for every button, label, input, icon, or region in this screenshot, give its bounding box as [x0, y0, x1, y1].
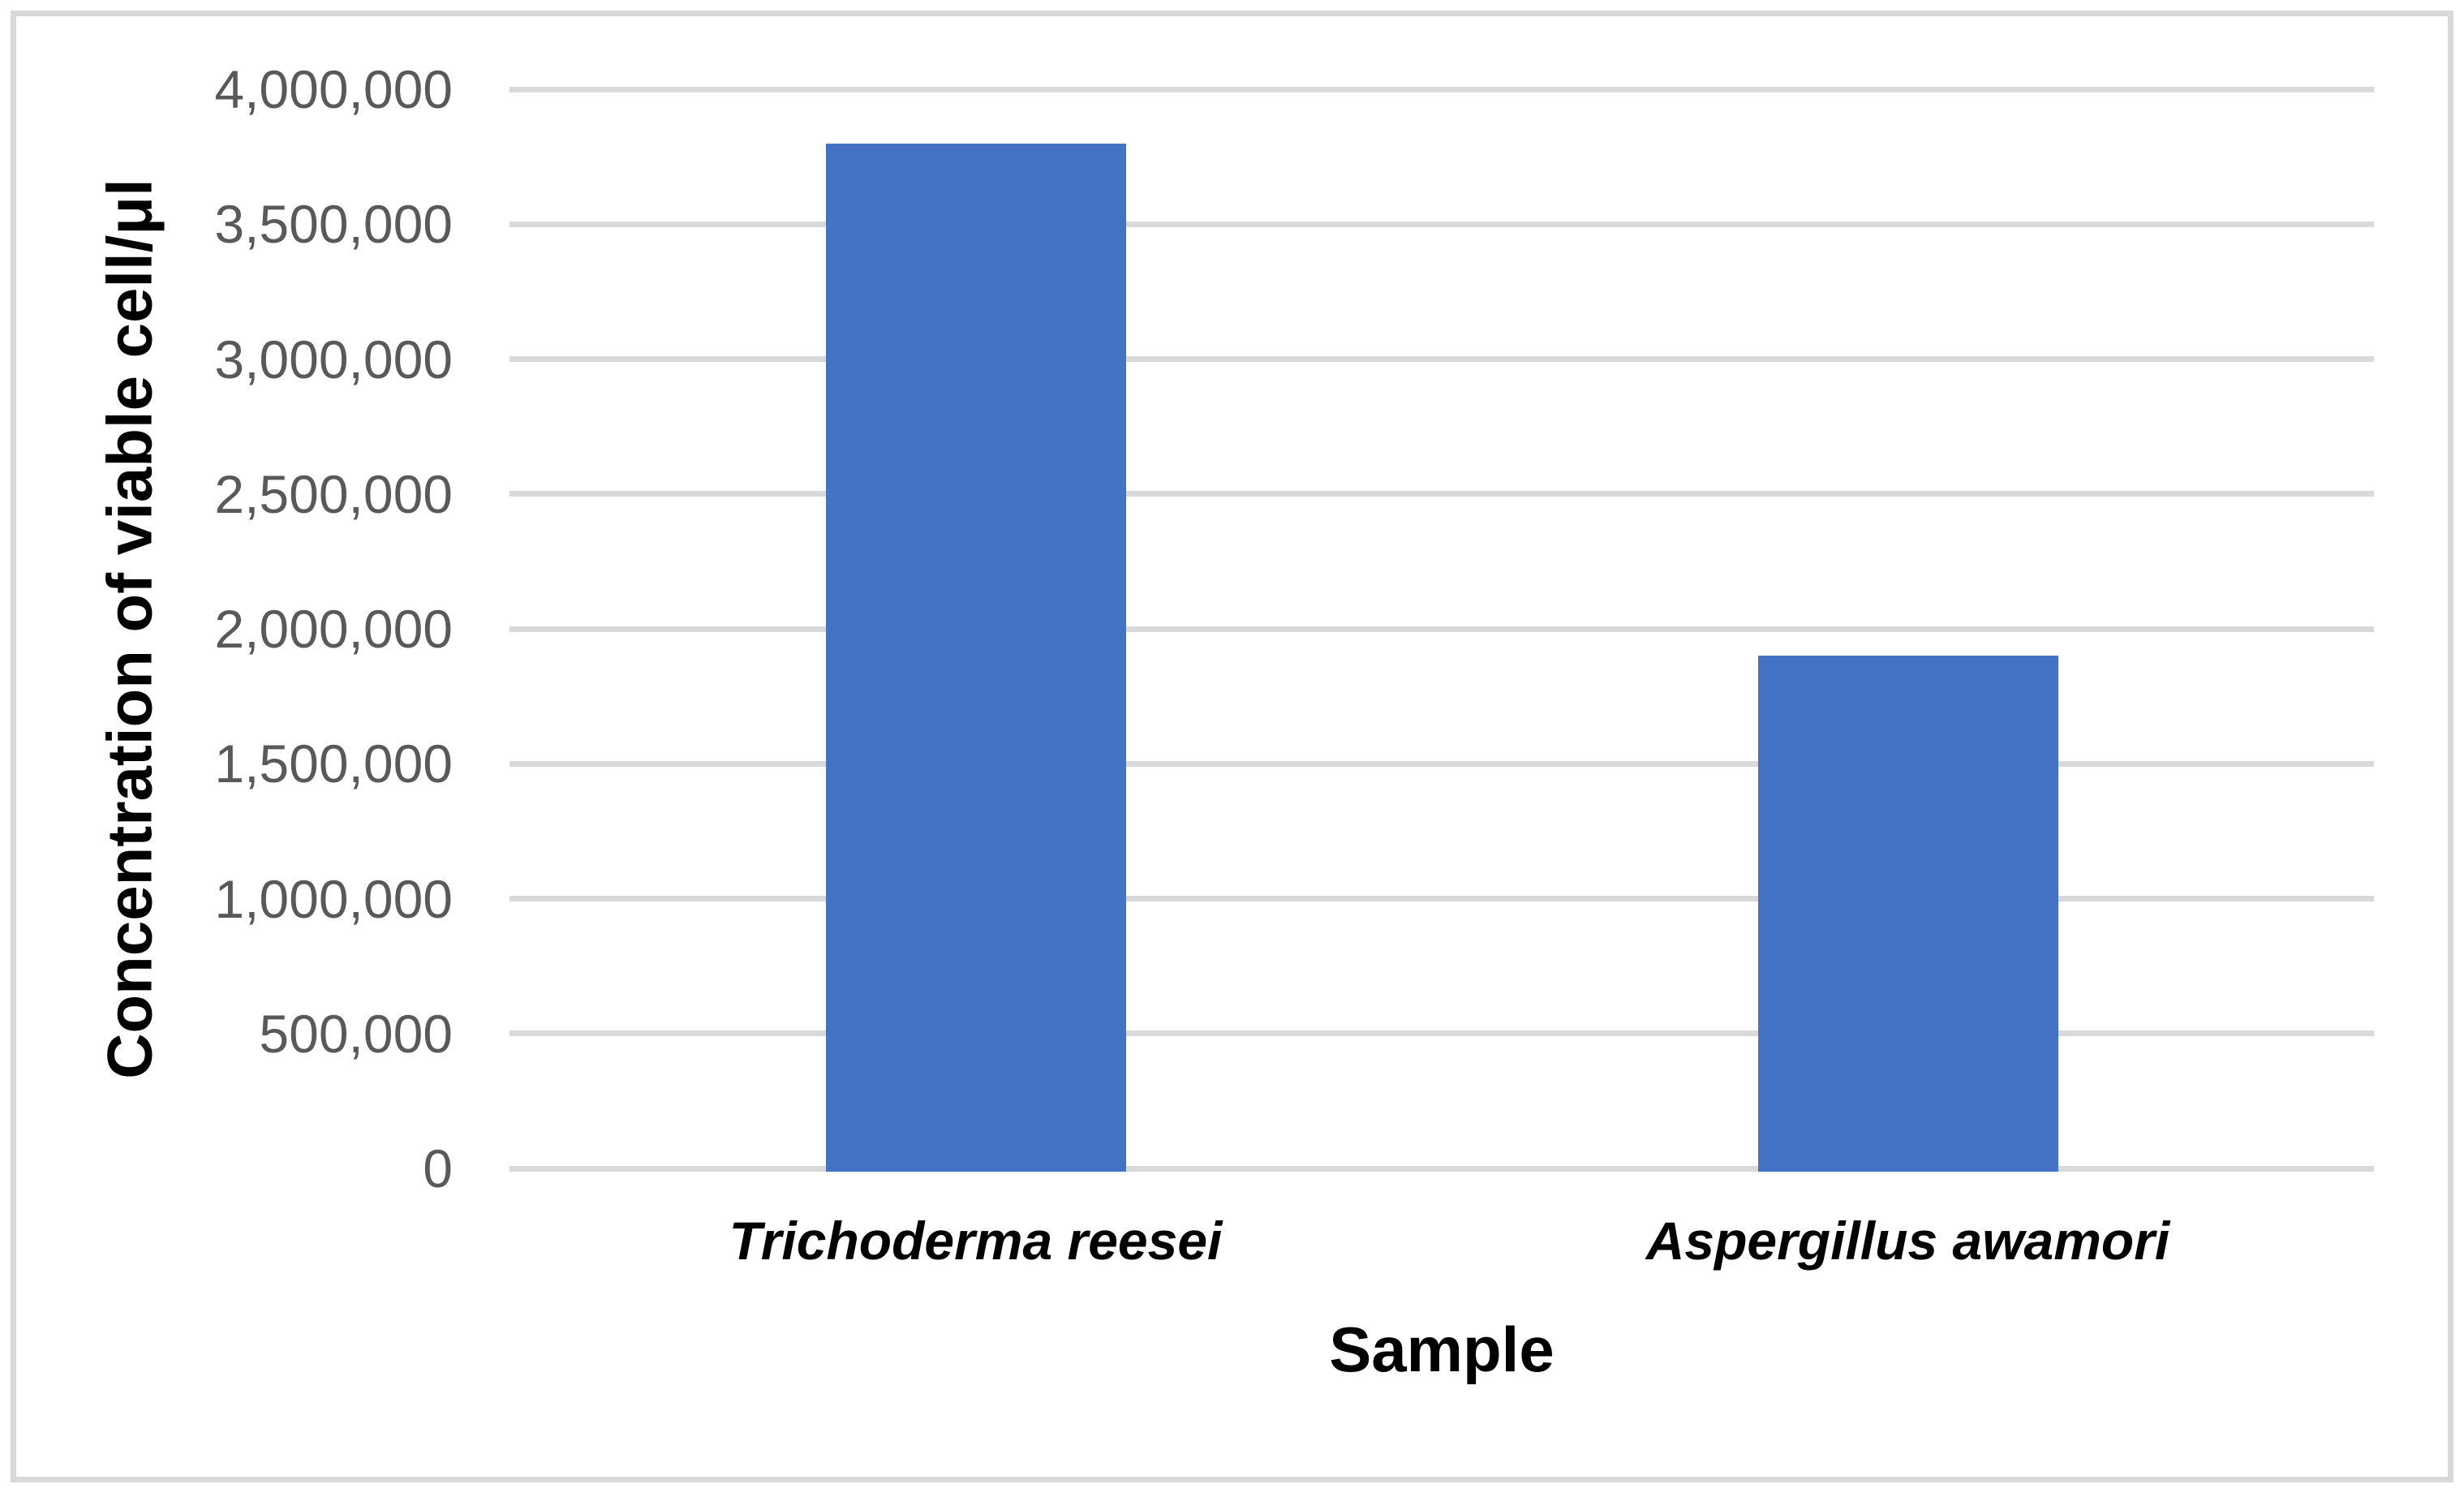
- bar: [825, 143, 1126, 1172]
- bar: [1757, 656, 2058, 1172]
- category-label: Aspergillus awamori: [1645, 1211, 2170, 1271]
- y-tick-label: 0: [423, 1138, 453, 1198]
- y-tick-label: 4,000,000: [214, 59, 453, 119]
- y-axis-title: Concentration of viable cell/μl: [93, 179, 166, 1079]
- y-tick-label: 3,000,000: [214, 329, 453, 389]
- y-tick-label: 1,500,000: [214, 734, 453, 794]
- gridline: [510, 356, 2374, 362]
- gridline: [510, 491, 2374, 497]
- y-tick-label: 500,000: [259, 1003, 453, 1064]
- plot-area: [510, 86, 2374, 1172]
- gridline: [510, 86, 2374, 93]
- x-axis-line: [510, 1165, 2374, 1172]
- gridline: [510, 896, 2374, 901]
- gridline: [510, 626, 2374, 632]
- category-label: Trichoderma reesei: [729, 1211, 1223, 1271]
- gridline: [510, 1030, 2374, 1037]
- y-tick-label: 1,000,000: [214, 868, 453, 929]
- y-tick-label: 2,500,000: [214, 463, 453, 524]
- y-tick-label: 3,500,000: [214, 194, 453, 255]
- gridline: [510, 760, 2374, 767]
- y-tick-label: 2,000,000: [214, 599, 453, 659]
- chart-frame-border: [11, 11, 2453, 1482]
- x-axis-title: Sample: [1329, 1314, 1555, 1385]
- gridline: [510, 221, 2374, 227]
